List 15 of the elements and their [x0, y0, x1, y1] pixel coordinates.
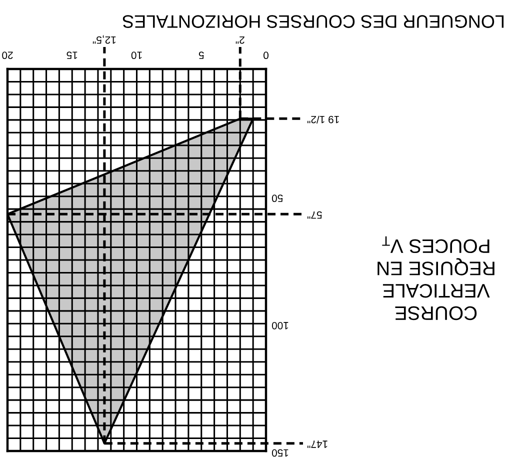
y-tick-label: 100: [272, 322, 288, 330]
y-axis-title: COURSE VERTICALE REQUISE EN POUCES V$_{T}$: [378, 236, 494, 320]
x-tick-label: 0: [264, 52, 268, 60]
y-tick-label: 50: [272, 194, 283, 202]
ref-line-label: 147": [307, 440, 328, 448]
x-tick-label: 5: [198, 52, 204, 59]
ref-line-label: 57": [307, 211, 322, 219]
ref-line-label: 2": [236, 36, 244, 44]
y-tick-label: 150: [272, 449, 288, 457]
ref-line-label: 19 1/2": [307, 116, 339, 124]
ref-line-label: 12,5": [92, 35, 116, 44]
x-tick-label: 10: [131, 52, 142, 60]
x-tick-label: 15: [66, 52, 78, 59]
x-axis-title: LONGUEUR DES COURSES HORIZONTALES: [122, 15, 504, 28]
x-tick-label: 20: [2, 52, 13, 60]
